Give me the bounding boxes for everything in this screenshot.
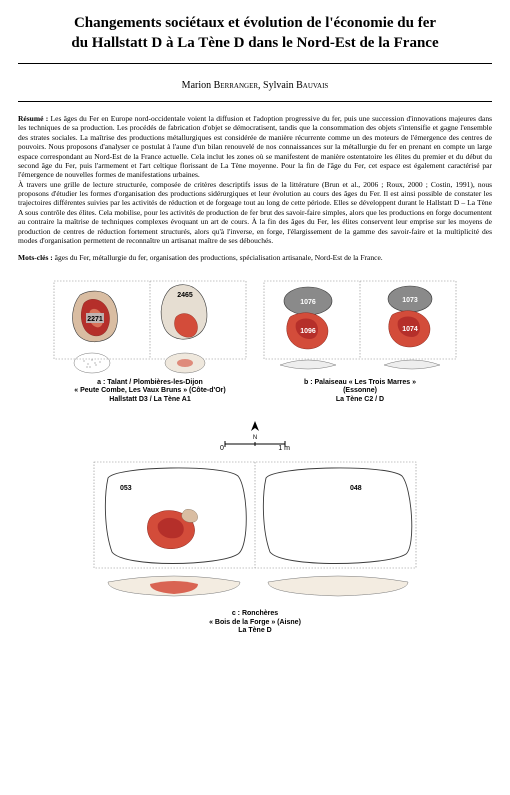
caption-a-1: a : Talant / Plombières-les-Dijon	[97, 379, 203, 386]
label-2271: 2271	[87, 316, 103, 323]
label-048: 048	[350, 485, 362, 492]
figure-panel-b: 1076 1096 1073 1074 b	[260, 277, 460, 415]
caption-a: a : Talant / Plombières-les-Dijon « Peut…	[50, 379, 250, 405]
caption-c-2: « Bois de la Forge » (Aisne)	[209, 619, 301, 626]
authors: Marion Berranger, Sylvain Bauvais	[18, 80, 492, 91]
caption-b-1: b : Palaiseau « Les Trois Marres »	[304, 379, 416, 386]
label-1073: 1073	[402, 297, 418, 304]
caption-b-2: (Essonne)	[343, 387, 377, 394]
figure: 2271 2465 a :	[18, 277, 492, 647]
rule-authors	[18, 101, 492, 102]
author-1-last: Berranger	[214, 80, 258, 91]
author-1-first: Marion	[182, 80, 211, 91]
figure-panel-a: 2271 2465 a :	[50, 277, 250, 415]
caption-c-1: c : Ronchères	[232, 610, 278, 617]
abstract-p1: Les âges du Fer en Europe nord-occidenta…	[18, 114, 492, 179]
label-1074: 1074	[402, 326, 418, 333]
author-2-first: Sylvain	[263, 80, 294, 91]
abstract-label: Résumé :	[18, 114, 48, 123]
caption-c-3: La Tène D	[238, 627, 271, 634]
rule-top	[18, 63, 492, 64]
north-n: N	[253, 435, 257, 441]
scale-north: N 0 1 m	[18, 419, 492, 452]
caption-b-3: La Tène C2 / D	[336, 396, 384, 403]
keywords: Mots-clés : âges du Fer, métallurgie du …	[18, 253, 492, 262]
label-2465: 2465	[177, 292, 193, 299]
page: Changements sociétaux et évolution de l'…	[0, 0, 510, 664]
keywords-label: Mots-clés :	[18, 253, 53, 262]
title-line-2: du Hallstatt D à La Tène D dans le Nord-…	[71, 35, 438, 51]
title-line-1: Changements sociétaux et évolution de l'…	[74, 15, 436, 31]
author-2-last: Bauvais	[296, 80, 328, 91]
caption-c: c : Ronchères « Bois de la Forge » (Aisn…	[90, 610, 420, 636]
keywords-text: âges du Fer, métallurgie du fer, organis…	[55, 253, 383, 262]
scale-label: 1 m	[278, 445, 290, 452]
figure-row-top: 2271 2465 a :	[18, 277, 492, 415]
figure-panel-c: 053 048 c : Ronchères « Bois de la Forge…	[90, 458, 420, 646]
label-053: 053	[120, 485, 132, 492]
paper-title: Changements sociétaux et évolution de l'…	[18, 14, 492, 53]
caption-a-3: Hallstatt D3 / La Tène A1	[109, 396, 190, 403]
caption-a-2: « Peute Combe, Les Vaux Bruns » (Côte-d'…	[74, 387, 225, 394]
label-1076: 1076	[300, 299, 316, 306]
label-1096: 1096	[300, 328, 316, 335]
abstract-p2: À travers une grille de lecture structur…	[18, 180, 492, 245]
figure-row-bottom: 053 048 c : Ronchères « Bois de la Forge…	[18, 458, 492, 646]
caption-b: b : Palaiseau « Les Trois Marres » (Esso…	[260, 379, 460, 405]
abstract: Résumé : Les âges du Fer en Europe nord-…	[18, 114, 492, 245]
scale-zero: 0	[220, 445, 224, 452]
